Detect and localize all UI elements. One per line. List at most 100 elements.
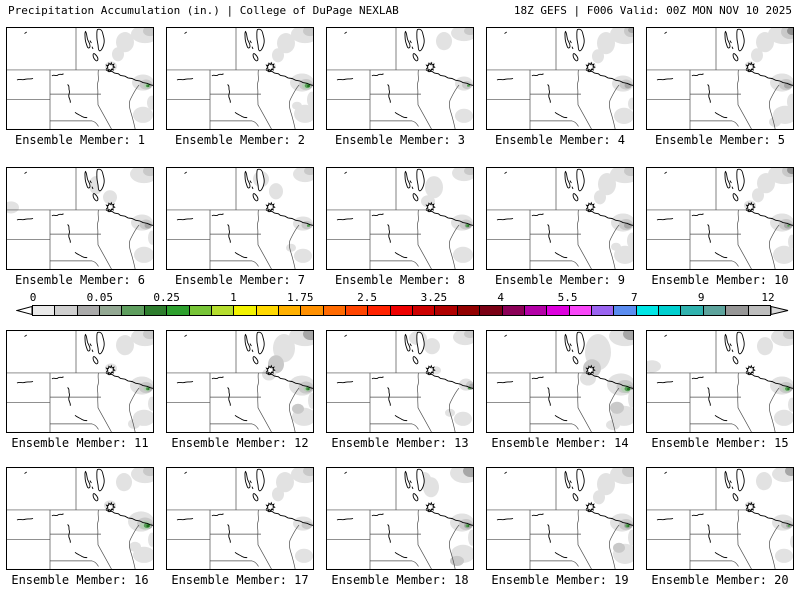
- ensemble-panel: Ensemble Member: 14: [486, 330, 634, 450]
- ensemble-member-caption: Ensemble Member: 9: [494, 273, 626, 287]
- ensemble-member-caption: Ensemble Member: 12: [171, 436, 309, 450]
- colorbar-segment: [144, 306, 168, 315]
- colorbar-tick-label: 0: [29, 291, 37, 304]
- colorbar-segment: [457, 306, 481, 315]
- ensemble-map: [6, 27, 154, 130]
- ensemble-map: [646, 330, 794, 433]
- ensemble-panel: Ensemble Member: 16: [6, 467, 154, 587]
- ensemble-panel: Ensemble Member: 20: [646, 467, 794, 587]
- colorbar-segment: [524, 306, 548, 315]
- precip-shading: [266, 27, 314, 123]
- ensemble-member-caption: Ensemble Member: 18: [331, 573, 469, 587]
- colorbar-segment: [256, 306, 279, 315]
- ensemble-member-caption: Ensemble Member: 10: [651, 273, 789, 287]
- ensemble-member-caption: Ensemble Member: 16: [11, 573, 149, 587]
- ensemble-member-caption: Ensemble Member: 11: [11, 436, 149, 450]
- ensemble-map: [166, 467, 314, 570]
- ensemble-map: [6, 330, 154, 433]
- ensemble-panel: Ensemble Member: 2: [166, 27, 314, 147]
- colorbar-bar: [16, 305, 789, 316]
- ensemble-member-caption: Ensemble Member: 13: [331, 436, 469, 450]
- colorbar-segments: [32, 305, 771, 316]
- colorbar-segment: [726, 306, 749, 315]
- colorbar-segment: [77, 306, 101, 315]
- colorbar-tick-label: 0.25: [153, 291, 180, 304]
- ensemble-member-caption: Ensemble Member: 8: [334, 273, 466, 287]
- precip-colorbar: 0 0.05 0.25 1 1.75 2.5 3.25 4 5.5 7 9 12: [0, 291, 800, 321]
- colorbar-segment: [211, 306, 235, 315]
- ensemble-member-caption: Ensemble Member: 6: [14, 273, 146, 287]
- ensemble-map: [486, 330, 634, 433]
- ensemble-map: [166, 27, 314, 130]
- colorbar-segment: [502, 306, 525, 315]
- colorbar-segment: [659, 306, 682, 315]
- ensemble-panel: Ensemble Member: 15: [646, 330, 794, 450]
- ensemble-map: [6, 167, 154, 270]
- ensemble-map: [486, 27, 634, 130]
- colorbar-segment: [368, 306, 391, 315]
- ensemble-map: [326, 167, 474, 270]
- ensemble-panel: Ensemble Member: 6: [6, 167, 154, 287]
- colorbar-tick-label: 5.5: [557, 291, 578, 304]
- colorbar-segment: [301, 306, 324, 315]
- ensemble-member-caption: Ensemble Member: 1: [14, 133, 146, 147]
- ensemble-panel: Ensemble Member: 8: [326, 167, 474, 287]
- precip-shading: [427, 27, 474, 123]
- ensemble-member-caption: Ensemble Member: 19: [491, 573, 629, 587]
- ensemble-map: [166, 330, 314, 433]
- ensemble-panel: Ensemble Member: 5: [646, 27, 794, 147]
- colorbar-tick-label: 7: [631, 291, 638, 304]
- colorbar-segment: [346, 306, 369, 315]
- precip-shading: [417, 467, 474, 566]
- colorbar-left-arrow-icon: [16, 305, 32, 316]
- colorbar-segment: [278, 306, 302, 315]
- ensemble-panel: Ensemble Member: 10: [646, 167, 794, 287]
- precip-shading: [646, 330, 794, 426]
- panel-row-2: Ensemble Member: 6 Ensemble Member: 7 En…: [0, 167, 800, 287]
- ensemble-panel: Ensemble Member: 4: [486, 27, 634, 147]
- colorbar-ticks: 0 0.05 0.25 1 1.75 2.5 3.25 4 5.5 7 9 12: [0, 291, 800, 305]
- colorbar-tick-label: 1: [230, 291, 237, 304]
- colorbar-segment: [100, 306, 123, 315]
- ensemble-map: [6, 467, 154, 570]
- ensemble-map: [166, 167, 314, 270]
- panel-row-4: Ensemble Member: 16 Ensemble Member: 17 …: [0, 467, 800, 587]
- panel-row-3: Ensemble Member: 11 Ensemble Member: 12 …: [0, 330, 800, 450]
- precip-shading: [6, 167, 154, 263]
- ensemble-panel: Ensemble Member: 13: [326, 330, 474, 450]
- ensemble-member-caption: Ensemble Member: 20: [651, 573, 789, 587]
- colorbar-segment: [167, 306, 190, 315]
- colorbar-tick-label: 3.25: [420, 291, 448, 304]
- precip-shading: [593, 467, 634, 564]
- ensemble-panel: Ensemble Member: 9: [486, 167, 634, 287]
- precip-shading: [594, 167, 634, 264]
- ensemble-map: [326, 467, 474, 570]
- colorbar-segment: [681, 306, 704, 315]
- colorbar-segment: [435, 306, 458, 315]
- colorbar-right-arrow-icon: [771, 305, 789, 316]
- colorbar-tick-label: 4: [497, 291, 505, 304]
- ensemble-member-caption: Ensemble Member: 14: [491, 436, 629, 450]
- ensemble-map: [646, 27, 794, 130]
- colorbar-tick-label: 2.5: [357, 291, 378, 304]
- ensemble-map: [326, 330, 474, 433]
- ensemble-member-caption: Ensemble Member: 15: [651, 436, 789, 450]
- ensemble-panel: Ensemble Member: 17: [166, 467, 314, 587]
- colorbar-segment: [323, 306, 347, 315]
- colorbar-segment: [390, 306, 414, 315]
- ensemble-panel: Ensemble Member: 7: [166, 167, 314, 287]
- colorbar-segment: [55, 306, 78, 315]
- colorbar-segment: [569, 306, 592, 315]
- colorbar-tick-label: 12: [761, 291, 775, 304]
- ensemble-panel: Ensemble Member: 11: [6, 330, 154, 450]
- colorbar-tick-label: 0.05: [86, 291, 114, 304]
- colorbar-segment: [614, 306, 637, 315]
- ensemble-panel: Ensemble Member: 12: [166, 330, 314, 450]
- precip-shading: [272, 467, 314, 563]
- colorbar-segment: [234, 306, 257, 315]
- ensemble-map: [486, 167, 634, 270]
- colorbar-segment: [33, 306, 56, 315]
- ensemble-member-caption: Ensemble Member: 2: [174, 133, 306, 147]
- ensemble-map: [646, 167, 794, 270]
- ensemble-map: [486, 467, 634, 570]
